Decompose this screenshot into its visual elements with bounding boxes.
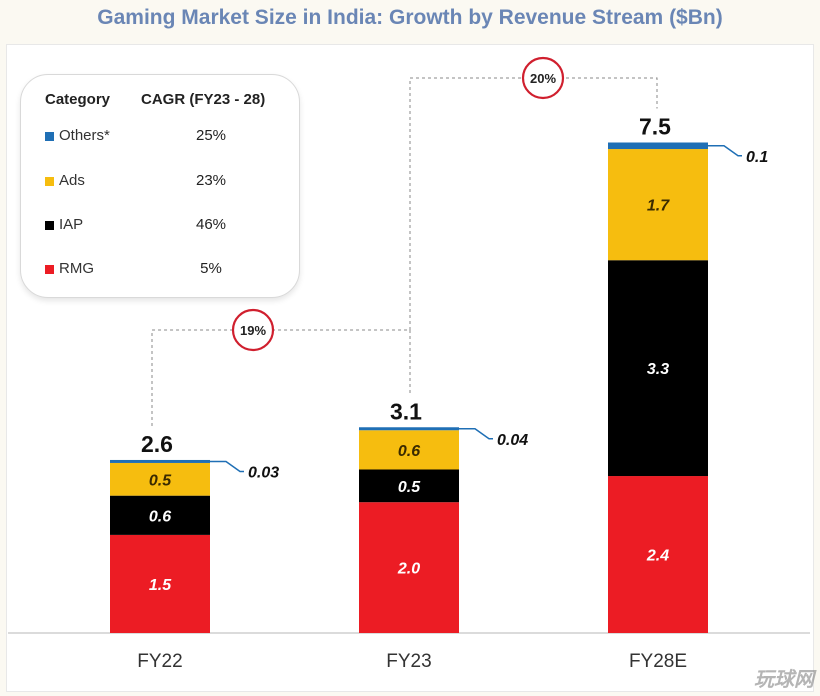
data-label-ads-fy22: 0.5 xyxy=(149,472,172,489)
leader-line-others-fy22 xyxy=(210,460,244,473)
legend-label-rmg: RMG xyxy=(59,260,94,277)
bar-ads-fy23 xyxy=(359,430,459,470)
bar-others-fy23 xyxy=(359,427,459,431)
bar-iap-fy22 xyxy=(110,495,210,535)
chart-title: Gaming Market Size in India: Growth by R… xyxy=(97,6,723,29)
bar-ads-fy28e xyxy=(608,149,708,261)
legend-row-ads: Ads 23% xyxy=(43,172,283,192)
data-label-ads-fy23: 0.6 xyxy=(398,443,420,460)
legend-cagr-others: 25% xyxy=(195,127,227,144)
total-label-fy23: 3.1 xyxy=(390,398,422,424)
legend-row-others: Others* 25% xyxy=(43,127,283,147)
legend-swatch-others xyxy=(45,132,54,141)
x-tick-label-fy23: FY23 xyxy=(386,651,431,672)
bar-others-fy22 xyxy=(110,459,210,463)
bar-iap-fy23 xyxy=(359,469,459,503)
legend-label-ads: Ads xyxy=(59,172,85,189)
bar-rmg-fy23 xyxy=(359,502,459,633)
bar-rmg-fy22 xyxy=(110,534,210,633)
data-label-rmg-fy28e: 2.4 xyxy=(646,548,669,565)
total-label-fy22: 2.6 xyxy=(141,431,173,457)
legend-cagr-iap: 46% xyxy=(195,216,227,233)
data-label-others-fy22: 0.03 xyxy=(248,464,279,481)
legend-row-rmg: RMG 5% xyxy=(43,260,283,280)
bar-ads-fy22 xyxy=(110,462,210,496)
data-label-others-fy28e: 0.1 xyxy=(746,149,768,166)
legend-label-others: Others* xyxy=(59,127,110,144)
data-label-rmg-fy22: 1.5 xyxy=(149,577,172,594)
data-label-iap-fy22: 0.6 xyxy=(149,508,171,525)
x-tick-label-fy22: FY22 xyxy=(137,651,182,672)
data-label-iap-fy23: 0.5 xyxy=(398,479,421,496)
legend-swatch-iap xyxy=(45,221,54,230)
bar-others-fy28e xyxy=(608,142,708,150)
legend-cagr-rmg: 5% xyxy=(200,260,222,277)
x-tick-label-fy28e: FY28E xyxy=(629,651,687,672)
legend-row-iap: IAP 46% xyxy=(43,216,283,236)
data-label-others-fy23: 0.04 xyxy=(497,432,528,449)
growth-badge-circle-1 xyxy=(231,308,275,352)
growth-connector-fy23-fy28e xyxy=(409,77,658,330)
legend-header-cagr: CAGR (FY23 - 28) xyxy=(141,91,266,108)
legend-swatch-ads xyxy=(45,177,54,186)
growth-badge-circle-2 xyxy=(521,56,565,100)
legend-cagr-ads: 23% xyxy=(195,172,227,189)
watermark-logo: 玩球网 xyxy=(754,669,814,691)
legend-header-category: Category xyxy=(45,91,111,108)
legend-swatch-rmg xyxy=(45,265,54,274)
data-label-ads-fy28e: 1.7 xyxy=(647,198,670,215)
growth-badge-label-2: 20% xyxy=(530,71,556,86)
cagr-legend-table: Category CAGR (FY23 - 28) Others* 25% Ad… xyxy=(20,74,300,298)
leader-line-others-fy23 xyxy=(459,428,493,440)
growth-connector-fy22-fy23 xyxy=(151,329,411,426)
data-label-iap-fy28e: 3.3 xyxy=(647,361,669,378)
bar-iap-fy28e xyxy=(608,260,708,477)
leader-line-others-fy28e xyxy=(708,145,742,157)
legend-label-iap: IAP xyxy=(59,216,84,233)
growth-badge-label-1: 19% xyxy=(240,323,266,338)
bar-rmg-fy28e xyxy=(608,476,708,633)
data-label-rmg-fy23: 2.0 xyxy=(397,561,420,578)
total-label-fy28e: 7.5 xyxy=(639,114,671,140)
